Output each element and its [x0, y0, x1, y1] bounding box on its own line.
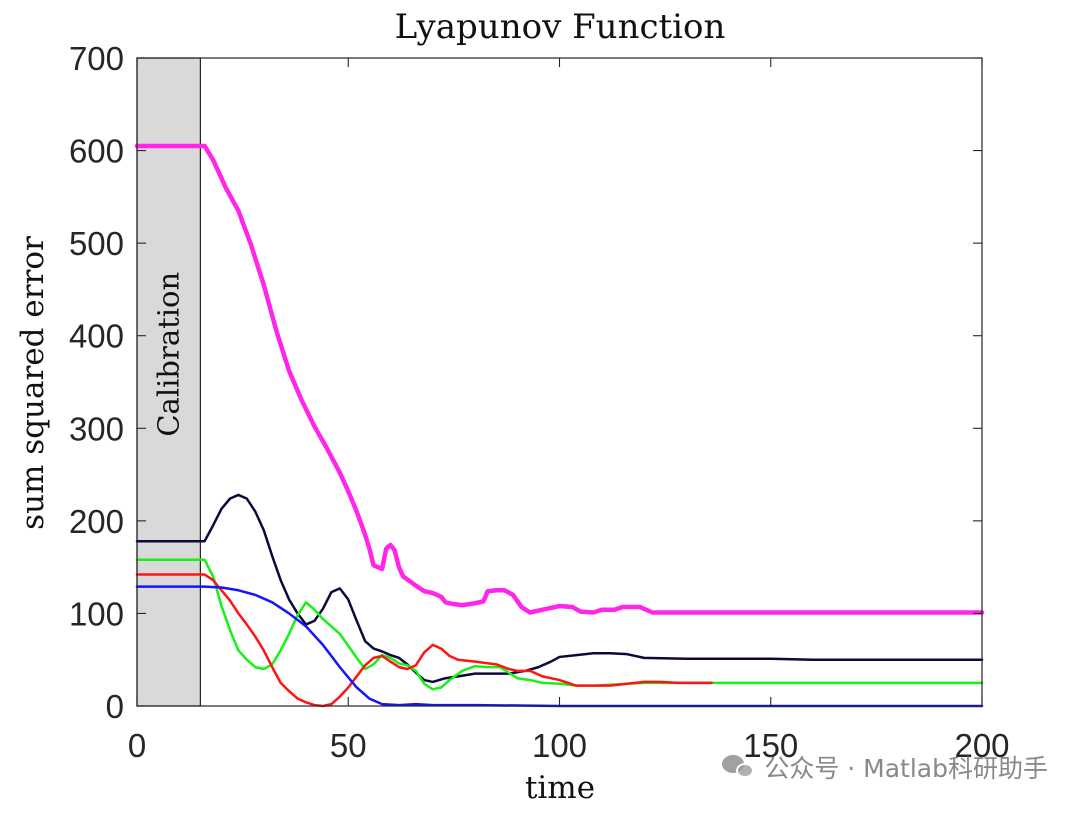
x-tick-label-200: 200 [954, 727, 1009, 764]
series-navy-line [135, 493, 984, 684]
y-tick-label-100: 100 [69, 595, 124, 632]
series-layer [134, 143, 985, 708]
series-blue-line [135, 585, 984, 708]
y-tick-label-400: 400 [69, 318, 124, 355]
y-axis-label: sum squared error [15, 236, 51, 530]
y-tick-label-700: 700 [69, 40, 124, 77]
x-tick-label-100: 100 [532, 727, 587, 764]
ticks-layer: 0 50 100 150 200 0 100 200 300 400 500 600 700 [69, 40, 1010, 764]
y-tick-label-300: 300 [69, 410, 124, 447]
y-tick-label-600: 600 [69, 133, 124, 170]
calibration-band [136, 57, 201, 707]
x-tick-label-50: 50 [330, 727, 367, 764]
y-tick-label-0: 0 [106, 688, 124, 725]
x-tick-label-0: 0 [128, 727, 146, 764]
x-tick-label-150: 150 [743, 727, 798, 764]
x-axis-label: time [525, 770, 595, 806]
series-magenta-line [134, 143, 985, 615]
series-green-line [135, 558, 984, 691]
series-red-line [135, 573, 713, 708]
y-tick-label-200: 200 [69, 503, 124, 540]
chart-title: Lyapunov Function [395, 7, 726, 47]
y-tick-label-500: 500 [69, 225, 124, 262]
calibration-label: Calibration [152, 272, 186, 437]
